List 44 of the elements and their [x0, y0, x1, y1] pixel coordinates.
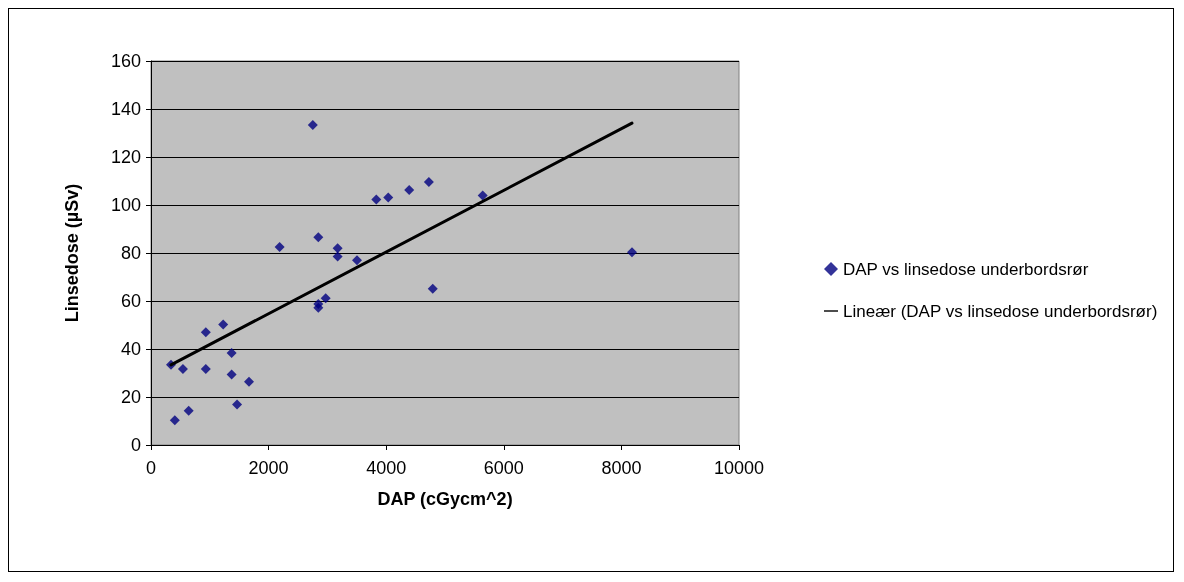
point: [183, 405, 194, 416]
point: [200, 327, 211, 338]
x-tick-label: 0: [145, 458, 157, 478]
y-tick-label: 160: [110, 51, 141, 71]
y-tick-label: 40: [120, 339, 141, 359]
legend-label: DAP vs linsedose underbordsrør: [843, 259, 1089, 279]
point: [320, 293, 331, 304]
x-tick-label: 10000: [713, 458, 765, 478]
point: [626, 247, 637, 258]
point: [477, 190, 488, 201]
point: [226, 369, 237, 380]
y-tick-label: 100: [110, 195, 141, 215]
y-tick-label: 0: [130, 435, 141, 455]
point: [218, 319, 229, 330]
point: [274, 242, 285, 252]
point: [371, 194, 382, 205]
y-tick-label: 120: [110, 147, 141, 167]
y-tick-label: 140: [110, 99, 141, 119]
point: [226, 348, 237, 359]
x-axis-title: DAP (cGycm^2): [377, 489, 513, 509]
point: [383, 192, 394, 203]
point: [177, 363, 188, 374]
point: [307, 120, 318, 131]
y-tick-label: 80: [120, 243, 141, 263]
y-tick-label: 60: [120, 291, 141, 311]
point: [200, 363, 211, 374]
y-tick-label: 20: [120, 387, 141, 407]
legend-label: Lineær (DAP vs linsedose underbordsrør): [843, 301, 1158, 321]
y-axis-title: Linsedose (µSv): [62, 183, 82, 323]
point: [332, 243, 343, 254]
point: [244, 376, 255, 387]
x-tick-label: 6000: [483, 458, 524, 478]
x-tick-label: 8000: [601, 458, 642, 478]
point: [423, 176, 434, 187]
point: [427, 283, 438, 294]
point: [313, 232, 324, 243]
point: [351, 255, 362, 266]
point: [313, 298, 324, 309]
x-tick-label: 4000: [366, 458, 407, 478]
point: [169, 415, 180, 426]
point: [232, 399, 243, 410]
point: [332, 251, 343, 262]
x-tick-label: 2000: [248, 458, 289, 478]
point: [404, 184, 415, 195]
